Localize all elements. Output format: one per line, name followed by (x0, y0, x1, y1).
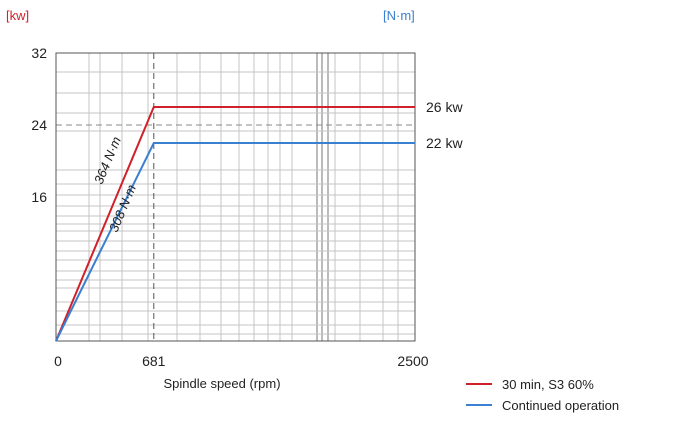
y-tick-label: 32 (31, 45, 47, 61)
x-tick-label: 2500 (397, 353, 428, 369)
x-axis-title: Spindle speed (rpm) (163, 376, 280, 391)
torque-label-364: 364 N·m (91, 134, 124, 186)
chart-grid (56, 53, 415, 341)
x-tick-label: 0 (54, 353, 62, 369)
series-end-label-30min: 26 kw (426, 99, 463, 115)
series-line-30min (55, 106, 415, 342)
y-tick-label: 24 (31, 117, 47, 133)
series-line-continued (55, 142, 415, 342)
plot-frame (55, 52, 416, 342)
x-tick-label: 681 (142, 353, 166, 369)
series-end-label-continued: 22 kw (426, 135, 463, 151)
right-unit-label: [N·m] (383, 8, 415, 23)
legend-label-continued: Continued operation (502, 398, 619, 413)
left-unit-label: [kw] (6, 8, 29, 23)
legend-label-30min: 30 min, S3 60% (502, 377, 594, 392)
y-tick-label: 16 (31, 189, 47, 205)
